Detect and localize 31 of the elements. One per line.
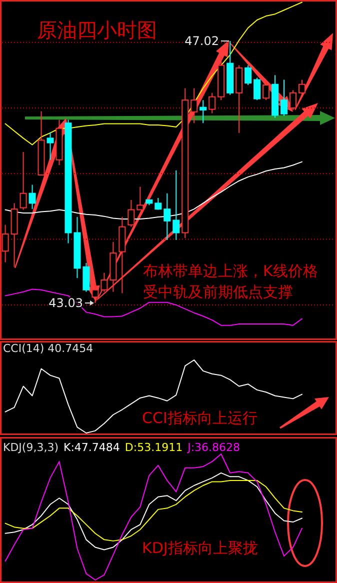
chart-title: KDJ(9,3,3) bbox=[3, 441, 58, 454]
candlestick bbox=[136, 186, 144, 210]
text: K:47.7484 bbox=[64, 441, 120, 454]
candlestick bbox=[290, 90, 297, 110]
candlestick bbox=[208, 92, 216, 114]
annotation: CCI指标向上运行 bbox=[142, 409, 258, 427]
candlestick bbox=[20, 151, 27, 210]
candlestick bbox=[28, 184, 36, 210]
candlestick bbox=[280, 79, 288, 116]
candlestick bbox=[100, 272, 108, 292]
candlestick bbox=[200, 100, 207, 124]
candlestick bbox=[298, 79, 306, 96]
chart-title: 原油四小时图 bbox=[37, 18, 157, 42]
candlestick bbox=[92, 282, 99, 304]
candlestick bbox=[172, 170, 180, 240]
chart-title: CCI(14) 40.7454 bbox=[3, 342, 94, 355]
text: D:53.1911 bbox=[124, 441, 183, 454]
annotation: KDJ指标向上聚拢 bbox=[142, 539, 258, 557]
candlestick bbox=[254, 77, 261, 101]
annotation: 47.02 bbox=[184, 34, 219, 48]
candlestick bbox=[2, 224, 9, 263]
annotation: 布林带单边上涨，K线价格受中轨及前期低点支撑 bbox=[143, 262, 318, 301]
series-label: J:36.8628 bbox=[186, 441, 240, 454]
candlestick bbox=[244, 64, 252, 86]
candlestick bbox=[190, 88, 198, 124]
candlestick bbox=[46, 132, 54, 160]
candlestick bbox=[82, 262, 90, 292]
candlestick bbox=[128, 199, 135, 228]
candlestick bbox=[262, 81, 270, 101]
candlestick bbox=[164, 192, 171, 240]
candlestick bbox=[154, 197, 162, 210]
